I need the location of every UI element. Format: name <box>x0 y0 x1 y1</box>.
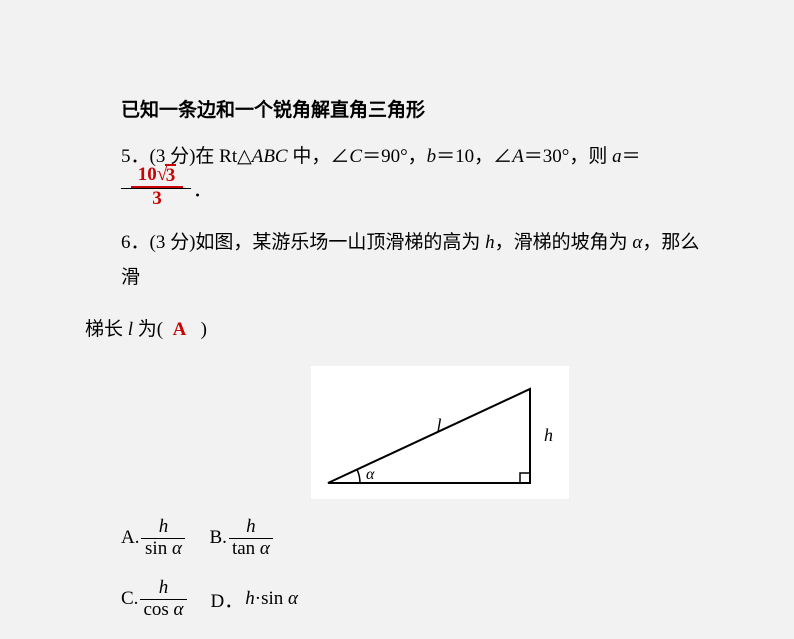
question-6-line1: 6．(3 分)如图，某游乐场一山顶滑梯的高为 h，滑梯的坡角为 α，那么滑 <box>121 226 710 294</box>
q5-a: A <box>512 146 524 167</box>
q6-p1-prefix: 6．(3 分)如图，某游乐场一山顶滑梯的高为 <box>121 232 485 253</box>
q5-m2: ＝90°， <box>362 146 427 167</box>
option-a: A. h sin α <box>121 517 185 560</box>
q5-answer-den: 3 <box>152 189 162 208</box>
q5-m4: ＝30°，则 <box>524 146 612 167</box>
q5-answer-sqrt: √ 3 <box>157 164 176 185</box>
q5-m5: ＝ <box>622 146 641 167</box>
question-6-line2: 梯长 l 为( A ) <box>85 313 710 347</box>
q6-p2-mid: 为( <box>133 319 163 340</box>
option-c: C. h cos α <box>121 578 187 621</box>
q6-answer: A <box>173 319 187 340</box>
q5-m3: ＝10，∠ <box>436 146 512 167</box>
options: A. h sin α B. h tan α C. h <box>121 517 710 621</box>
q6-h: h <box>485 232 495 253</box>
q5-a2: a <box>612 146 622 167</box>
q5-c: C <box>349 146 362 167</box>
q5-m1: 中，∠ <box>288 146 350 167</box>
q5-b: b <box>427 146 437 167</box>
svg-text:h: h <box>544 425 553 445</box>
option-b: B. h tan α <box>209 517 272 560</box>
q5-answer: 10 √ 3 3 <box>131 164 183 208</box>
option-d: D． h · sin α <box>211 586 298 613</box>
q6-p1-mid: ，滑梯的坡角为 <box>495 232 633 253</box>
q5-answer-num-n: 10 <box>138 165 157 184</box>
svg-text:α: α <box>366 466 375 483</box>
q6-p2-prefix: 梯长 <box>85 319 128 340</box>
q6-alpha1: α <box>632 232 642 253</box>
triangle-diagram: l h α <box>310 365 710 505</box>
q6-p2-suffix: ) <box>201 319 207 340</box>
question-5: 5．(3 分)在 Rt△ABC 中，∠C＝90°，b＝10，∠A＝30°，则 a… <box>121 140 710 208</box>
q5-period: ． <box>193 180 212 201</box>
section-heading: 已知一条边和一个锐角解直角三角形 <box>121 95 710 122</box>
q5-abc: ABC <box>252 146 288 167</box>
svg-text:l: l <box>436 415 441 435</box>
